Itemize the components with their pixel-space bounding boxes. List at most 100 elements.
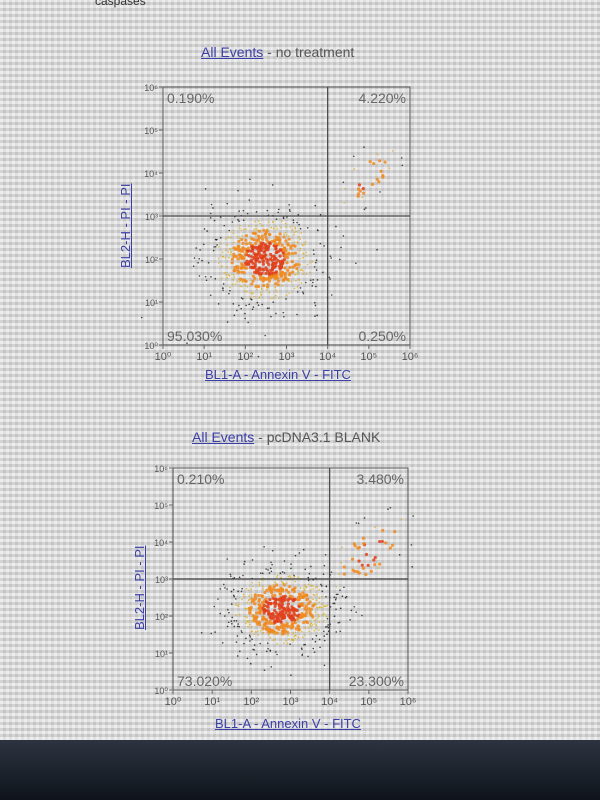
event-point — [293, 621, 297, 625]
event-point — [279, 615, 284, 619]
plot-1-title: All Events - no treatment — [201, 44, 354, 60]
event-point — [299, 257, 301, 260]
event-point — [236, 257, 240, 261]
event-point — [326, 633, 328, 635]
event-point — [265, 568, 267, 570]
event-point — [233, 595, 236, 598]
event-point — [223, 224, 226, 227]
event-point — [259, 277, 263, 281]
event-point — [350, 609, 353, 612]
event-point — [298, 552, 301, 554]
event-point — [309, 271, 311, 274]
event-point — [358, 189, 362, 193]
event-point — [288, 292, 290, 294]
event-point — [221, 642, 224, 644]
event-point — [261, 303, 263, 306]
event-point — [217, 262, 220, 264]
event-point — [351, 568, 355, 572]
event-point — [209, 294, 212, 297]
event-point — [227, 236, 230, 239]
event-point — [265, 588, 269, 592]
event-point — [251, 293, 253, 295]
event-point — [242, 593, 245, 596]
plot-1-x-axis-label[interactable]: BL1-A - Annexin V - FITC — [205, 367, 351, 382]
event-point — [262, 632, 265, 634]
event-point — [312, 598, 314, 600]
event-point — [249, 249, 253, 253]
event-point — [281, 595, 285, 599]
event-point — [270, 612, 274, 616]
event-point — [273, 604, 277, 608]
event-point — [229, 248, 231, 251]
event-point — [259, 609, 263, 613]
event-point — [311, 585, 314, 587]
event-point — [274, 289, 277, 291]
event-point — [284, 255, 288, 259]
event-point — [317, 629, 320, 631]
event-point — [287, 624, 291, 629]
event-point — [323, 664, 326, 667]
event-point — [204, 275, 207, 278]
event-point — [411, 566, 413, 568]
event-point — [341, 546, 343, 549]
event-point — [301, 648, 303, 651]
event-point — [313, 629, 316, 632]
event-point — [230, 620, 233, 622]
event-point — [228, 229, 231, 232]
event-point — [315, 599, 318, 601]
event-point — [202, 243, 205, 246]
event-point — [309, 623, 312, 625]
event-point — [254, 268, 258, 272]
event-point — [219, 612, 222, 615]
y-tick-label: 10⁰ — [144, 341, 158, 351]
event-point — [245, 637, 247, 640]
event-point — [263, 590, 267, 595]
event-point — [292, 611, 296, 615]
event-point — [291, 243, 296, 248]
event-point — [250, 630, 253, 633]
event-point — [227, 608, 229, 611]
event-point — [282, 258, 286, 262]
event-point — [248, 634, 251, 637]
all-events-link[interactable]: All Events — [192, 429, 255, 445]
event-point — [265, 604, 269, 608]
event-point — [279, 273, 283, 277]
event-point — [221, 256, 224, 258]
x-tick-label: 10³ — [283, 696, 299, 708]
event-point — [241, 631, 243, 634]
event-point — [230, 603, 233, 605]
event-point — [321, 606, 324, 609]
event-point — [314, 640, 317, 643]
event-point — [356, 194, 360, 198]
event-point — [299, 238, 301, 240]
event-point — [325, 605, 327, 608]
event-point — [237, 189, 239, 192]
event-point — [299, 287, 302, 289]
plot-2-x-axis-label[interactable]: BL1-A - Annexin V - FITC — [215, 716, 361, 731]
event-point — [199, 249, 201, 251]
all-events-link[interactable]: All Events — [201, 44, 264, 60]
event-point — [213, 246, 215, 248]
event-point — [272, 601, 276, 605]
event-point — [302, 244, 304, 247]
event-point — [294, 226, 296, 228]
event-point — [379, 191, 381, 193]
event-point — [311, 604, 315, 608]
event-point — [340, 246, 342, 249]
event-point — [210, 632, 213, 635]
event-point — [245, 608, 248, 610]
event-point — [335, 631, 338, 633]
event-point — [237, 219, 239, 221]
event-point — [271, 563, 273, 566]
event-point — [323, 564, 326, 567]
event-point — [263, 669, 266, 671]
event-point — [318, 597, 321, 599]
event-point — [363, 146, 365, 148]
event-point — [284, 231, 287, 234]
event-point — [335, 608, 337, 611]
event-point — [302, 620, 306, 625]
event-point — [274, 244, 278, 248]
event-point — [297, 263, 301, 267]
event-point — [284, 239, 288, 243]
event-point — [251, 308, 254, 311]
